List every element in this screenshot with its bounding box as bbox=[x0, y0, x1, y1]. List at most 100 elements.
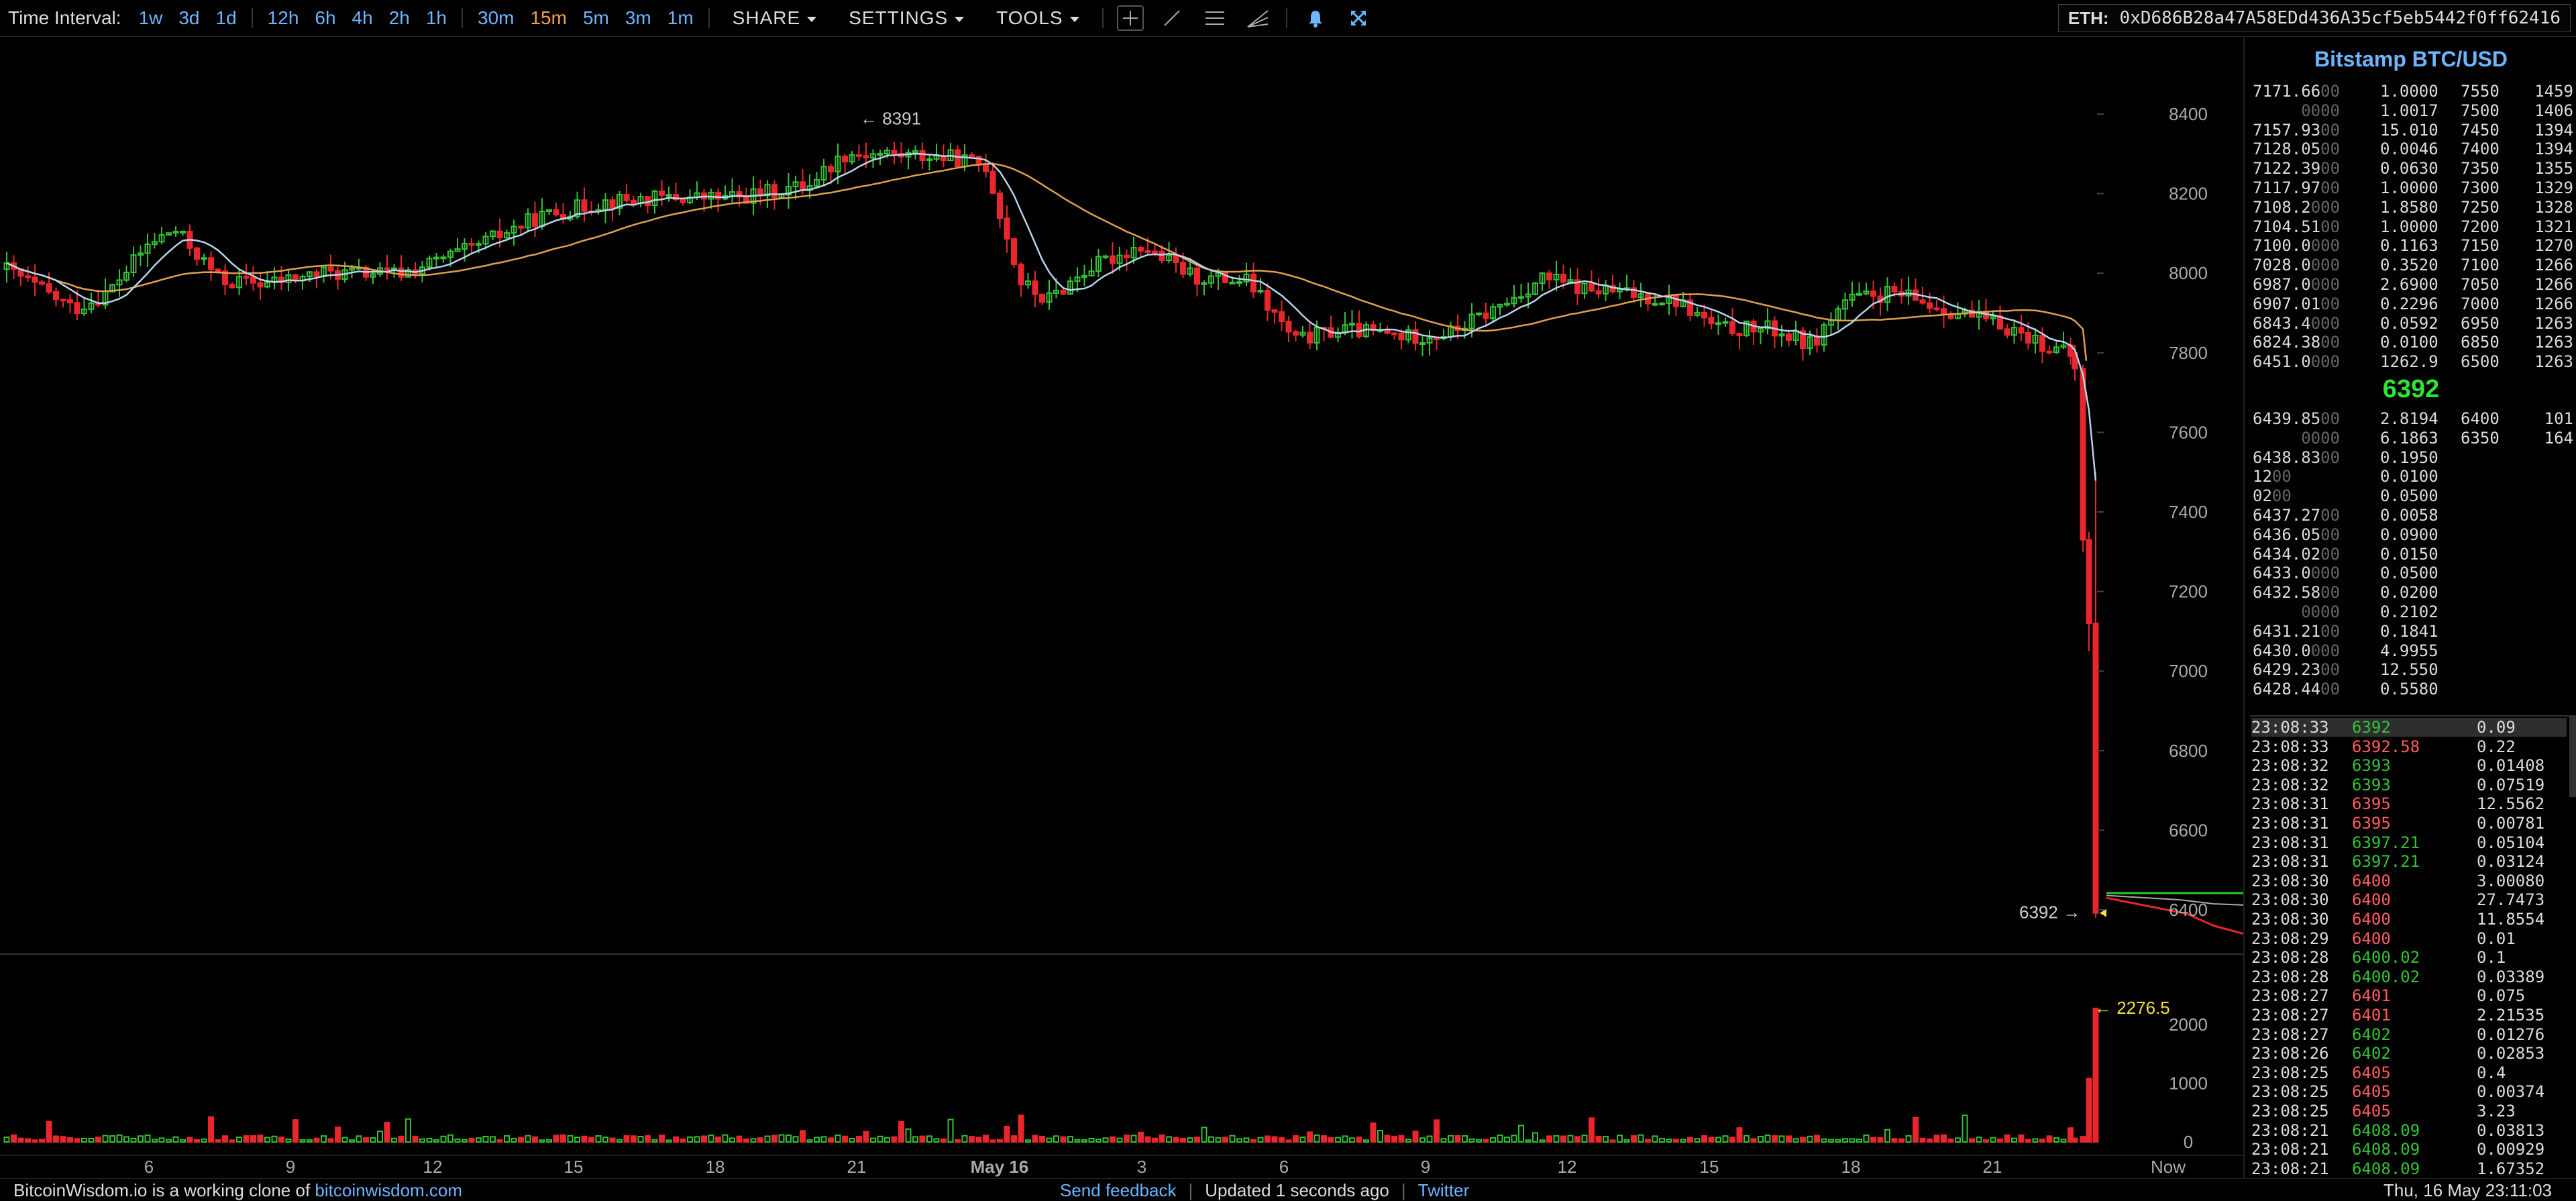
volume-bar bbox=[1236, 1138, 1242, 1143]
interval-12h[interactable]: 12h bbox=[267, 7, 299, 28]
candle-body bbox=[370, 273, 376, 278]
volume-bar bbox=[567, 1135, 574, 1143]
volume-bar bbox=[1828, 1139, 1834, 1143]
candle-body bbox=[1110, 255, 1116, 264]
last-price-marker: 6392 → bbox=[2019, 902, 2080, 923]
candle-body bbox=[1243, 273, 1250, 283]
trade-row: 23:08:31 6397.21 0.03124 bbox=[2251, 852, 2545, 872]
candle-body bbox=[736, 191, 743, 198]
volume-bar bbox=[1454, 1135, 1461, 1143]
volume-bar bbox=[2092, 1007, 2099, 1143]
trade-row: 23:08:32 6393 0.07519 bbox=[2251, 775, 2545, 794]
volume-bar bbox=[1285, 1139, 1292, 1143]
interval-1h[interactable]: 1h bbox=[425, 7, 447, 28]
crosshair-icon[interactable] bbox=[1116, 5, 1144, 31]
candle-body bbox=[1743, 320, 1750, 337]
eth-address[interactable]: 0xD686B28a47A58EDd436A35cf5eb5442f0ff624… bbox=[2119, 8, 2561, 28]
volume-bar bbox=[2032, 1138, 2039, 1143]
candle-body bbox=[631, 199, 637, 205]
volume-bar bbox=[1990, 1137, 1996, 1143]
candle-body bbox=[1483, 312, 1489, 319]
candle-body bbox=[1356, 323, 1362, 337]
interval-4h[interactable]: 4h bbox=[352, 7, 373, 28]
volume-bar bbox=[1356, 1136, 1362, 1143]
volume-bar bbox=[1933, 1135, 1940, 1143]
volume-bar bbox=[651, 1139, 658, 1143]
volume-marker: ← 2276.5 bbox=[2094, 998, 2170, 1018]
interval-15m[interactable]: 15m bbox=[530, 7, 567, 28]
volume-bar bbox=[490, 1136, 496, 1143]
candle-body bbox=[1976, 311, 1982, 318]
candle-body bbox=[236, 276, 242, 289]
volume-bar bbox=[694, 1136, 700, 1143]
twitter-link[interactable]: Twitter bbox=[1417, 1180, 1470, 1200]
bitcoinwisdom-link[interactable]: bitcoinwisdom.com bbox=[315, 1180, 463, 1200]
interval-3d[interactable]: 3d bbox=[178, 7, 200, 28]
candle-body bbox=[88, 303, 95, 310]
volume-bar bbox=[532, 1136, 538, 1143]
candle-body bbox=[307, 271, 313, 278]
volume-bar bbox=[1490, 1137, 1496, 1143]
interval-30m[interactable]: 30m bbox=[478, 7, 515, 28]
volume-bar bbox=[1039, 1135, 1045, 1143]
fullscreen-icon[interactable] bbox=[1344, 5, 1373, 32]
candle-body bbox=[1722, 321, 1729, 324]
interval-6h[interactable]: 6h bbox=[315, 7, 336, 28]
share-menu[interactable]: SHARE bbox=[716, 7, 833, 29]
volume-bar bbox=[341, 1137, 348, 1143]
candle-body bbox=[553, 209, 559, 216]
candle-body bbox=[863, 155, 869, 159]
volume-bar bbox=[3, 1136, 10, 1143]
volume-bar bbox=[1166, 1136, 1172, 1143]
settings-menu[interactable]: SETTINGS bbox=[833, 7, 980, 29]
market-title[interactable]: Bitstamp BTC/USD bbox=[2314, 47, 2508, 71]
trades-scrollbar[interactable] bbox=[2569, 717, 2576, 797]
ask-row: 7171.6600 1.0000 7550 1459 bbox=[2253, 82, 2573, 101]
volume-bar bbox=[1152, 1137, 1158, 1143]
interval-5m[interactable]: 5m bbox=[582, 7, 609, 28]
candle-body bbox=[257, 282, 264, 288]
interval-3m[interactable]: 3m bbox=[625, 7, 651, 28]
candle-body bbox=[800, 181, 806, 191]
volume-bar bbox=[1758, 1135, 1764, 1143]
candle-body bbox=[1589, 282, 1595, 292]
candle-body bbox=[609, 199, 616, 209]
bid-row: 6437.2700 0.0058 bbox=[2253, 506, 2438, 525]
footer-status: Send feedback | Updated 1 seconds ago | Twit… bbox=[1060, 1180, 1469, 1201]
price-chart[interactable]: 8400 8200 8000 7800 7600 7400 7200 7000 6800 6600… bbox=[0, 38, 2243, 1178]
horizontal-lines-icon[interactable] bbox=[1200, 5, 1230, 32]
candle-body bbox=[1687, 299, 1693, 316]
fan-tool-icon[interactable] bbox=[1243, 5, 1273, 32]
candle-body bbox=[1159, 250, 1165, 261]
volume-bar bbox=[236, 1136, 242, 1143]
candle-body bbox=[1391, 332, 1397, 335]
volume-bar bbox=[715, 1136, 721, 1143]
volume-bar bbox=[1243, 1137, 1250, 1143]
candle-body bbox=[60, 299, 66, 302]
candle-body bbox=[152, 241, 158, 246]
interval-1m[interactable]: 1m bbox=[667, 7, 694, 28]
interval-1w[interactable]: 1w bbox=[138, 7, 163, 28]
interval-2h[interactable]: 2h bbox=[388, 7, 410, 28]
volume-bar bbox=[39, 1139, 45, 1143]
candle-body bbox=[116, 279, 123, 286]
volume-bar bbox=[166, 1139, 172, 1143]
bid-row: 0000 6.1863 6350 164 bbox=[2301, 428, 2573, 448]
trades-list[interactable]: 23:08:33 6392 0.09 23:08:33 6392.58 0.22 23:08… bbox=[2251, 718, 2567, 1178]
interval-1d[interactable]: 1d bbox=[215, 7, 237, 28]
send-feedback-link[interactable]: Send feedback bbox=[1060, 1180, 1177, 1200]
volume-bar bbox=[1553, 1135, 1560, 1143]
volume-bar bbox=[1384, 1135, 1391, 1143]
candle-body bbox=[1095, 256, 1102, 272]
candle-body bbox=[166, 232, 172, 236]
candle-body bbox=[581, 199, 588, 212]
volume-bar bbox=[1792, 1138, 1799, 1143]
line-tool-icon[interactable] bbox=[1157, 5, 1187, 32]
depth-mid-line bbox=[2106, 894, 2243, 906]
volume-bar bbox=[1729, 1137, 1735, 1143]
candle-body bbox=[1638, 293, 1644, 298]
volume-bar bbox=[53, 1135, 59, 1143]
candle-body bbox=[2053, 346, 2059, 354]
tools-menu[interactable]: TOOLS bbox=[980, 7, 1095, 29]
bell-icon[interactable] bbox=[1301, 5, 1330, 32]
